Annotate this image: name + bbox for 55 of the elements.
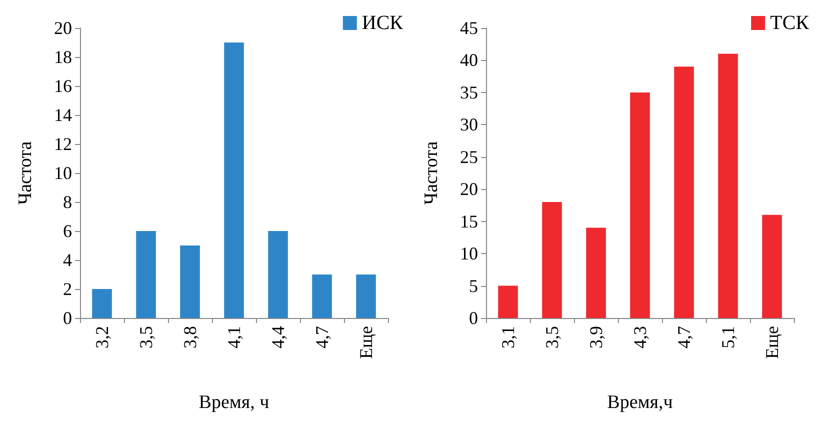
y-tick-label: 10 — [54, 163, 72, 183]
x-axis-title: Время,ч — [607, 392, 674, 413]
bar — [312, 274, 332, 318]
y-tick-label: 35 — [460, 82, 478, 102]
y-tick-label: 2 — [63, 279, 72, 299]
bar — [268, 231, 288, 318]
x-tick-label: 4,4 — [268, 326, 288, 348]
x-tick-label: 3,5 — [136, 326, 156, 348]
x-tick-label: 4,1 — [224, 326, 244, 348]
y-tick-label: 20 — [54, 18, 72, 38]
y-tick-label: 18 — [54, 47, 72, 67]
y-tick-label: 5 — [469, 276, 478, 296]
y-tick-label: 25 — [460, 146, 478, 167]
bar — [586, 228, 606, 318]
x-tick-label: Еще — [356, 326, 376, 359]
x-tick-label: Еще — [762, 326, 782, 359]
y-axis-title: Частота — [421, 140, 442, 205]
bar — [718, 54, 738, 318]
y-tick-label: 40 — [460, 50, 478, 70]
x-tick-label: 3,5 — [542, 326, 562, 348]
y-tick-label: 45 — [460, 18, 478, 38]
bar — [180, 246, 200, 318]
bar — [542, 202, 562, 318]
x-tick-label: 3,2 — [92, 326, 112, 348]
x-tick-label: 4,7 — [312, 326, 332, 348]
y-tick-label: 20 — [460, 179, 478, 200]
y-tick-label: 8 — [63, 192, 72, 212]
y-tick-label: 6 — [63, 221, 72, 241]
y-tick-label: 4 — [63, 250, 72, 270]
y-tick-label: 15 — [460, 211, 478, 232]
bar — [630, 92, 650, 318]
legend-label: ТСК — [770, 12, 810, 34]
x-tick-label: 3,8 — [180, 326, 200, 348]
bar — [224, 42, 244, 318]
x-tick-label: 4,7 — [674, 326, 694, 348]
y-tick-label: 12 — [54, 134, 72, 154]
x-tick-label: 3,1 — [498, 326, 518, 348]
legend-label: ИСК — [362, 12, 404, 34]
y-tick-label: 0 — [469, 308, 478, 328]
bar — [356, 274, 376, 318]
y-axis-title: Частота — [15, 140, 36, 205]
y-tick-label: 10 — [460, 244, 478, 264]
x-axis-title: Время, ч — [198, 392, 270, 413]
x-tick-label: 4,3 — [630, 326, 650, 348]
bar — [762, 214, 782, 318]
y-tick-label: 16 — [54, 76, 72, 96]
bar — [498, 286, 518, 318]
y-tick-label: 30 — [460, 114, 478, 135]
x-tick-label: 3,9 — [586, 326, 606, 348]
y-tick-label: 0 — [63, 308, 72, 328]
bar — [674, 66, 694, 318]
x-tick-label: 5,1 — [718, 326, 738, 348]
bar — [136, 231, 156, 318]
y-tick-label: 14 — [54, 105, 72, 125]
bar — [92, 289, 112, 318]
